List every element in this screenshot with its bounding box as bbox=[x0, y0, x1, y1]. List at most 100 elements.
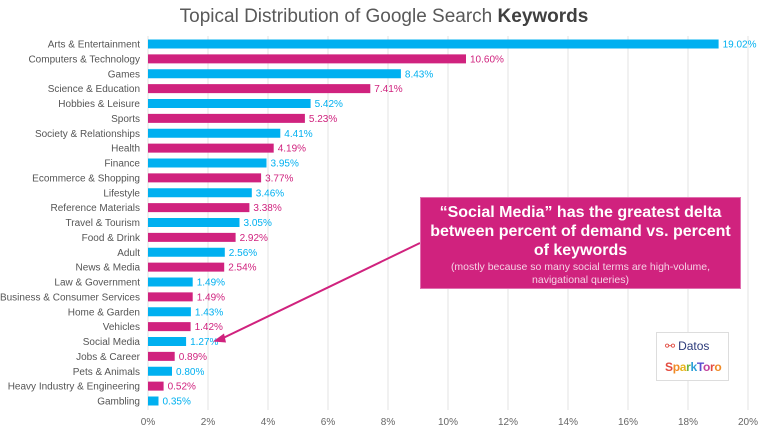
bar bbox=[148, 54, 466, 64]
sparktoro-letter: k bbox=[690, 360, 698, 374]
data-label: 3.95% bbox=[271, 159, 299, 170]
bar bbox=[148, 396, 159, 406]
sparktoro-logo: SparkToro bbox=[665, 360, 722, 374]
bar bbox=[148, 366, 172, 376]
annotation-callout: “Social Media” has the greatest delta be… bbox=[420, 197, 741, 289]
bar bbox=[148, 99, 311, 108]
datos-text: Datos bbox=[678, 339, 710, 353]
bar bbox=[148, 69, 401, 79]
bar bbox=[148, 307, 191, 317]
bar bbox=[148, 113, 305, 123]
category-label: Games bbox=[108, 69, 140, 80]
data-label: 8.43% bbox=[405, 69, 433, 80]
datos-icon: ⚯ bbox=[665, 339, 676, 353]
sparktoro-letter: T bbox=[696, 360, 704, 374]
data-label: 10.60% bbox=[470, 54, 504, 65]
category-label: Social Media bbox=[83, 337, 141, 348]
category-label: Heavy Industry & Engineering bbox=[8, 382, 140, 393]
x-tick-label: 10% bbox=[438, 417, 458, 428]
category-label: News & Media bbox=[76, 263, 141, 274]
bar bbox=[148, 351, 175, 361]
category-label: Reference Materials bbox=[51, 203, 140, 214]
x-tick-label: 2% bbox=[201, 417, 216, 428]
sparktoro-letter: r bbox=[710, 360, 715, 374]
bar bbox=[148, 84, 371, 94]
arrowhead-icon bbox=[213, 333, 226, 343]
bar bbox=[148, 322, 191, 332]
category-label: Computers & Technology bbox=[28, 54, 140, 65]
category-label: Lifestyle bbox=[103, 188, 140, 199]
data-label: 3.77% bbox=[265, 173, 293, 184]
data-label: 3.46% bbox=[256, 188, 284, 199]
data-label: 1.27% bbox=[190, 337, 218, 348]
category-label: Adult bbox=[117, 248, 140, 259]
bar bbox=[148, 292, 193, 302]
bar bbox=[148, 262, 225, 272]
data-label: 0.35% bbox=[163, 397, 191, 408]
sparktoro-letter: o bbox=[703, 360, 711, 374]
data-label: 0.89% bbox=[179, 352, 207, 363]
chart-title: Topical Distribution of Google Search Ke… bbox=[0, 6, 768, 28]
data-label: 1.49% bbox=[197, 292, 225, 303]
title-plain: Topical Distribution of Google Search bbox=[179, 6, 498, 27]
bar bbox=[148, 232, 236, 242]
annotation-sub: (mostly because so many social terms are… bbox=[450, 261, 711, 286]
data-label: 0.80% bbox=[176, 367, 204, 378]
annotation-main: “Social Media” has the greatest delta be… bbox=[430, 204, 731, 259]
category-label: Science & Education bbox=[48, 84, 140, 95]
sparktoro-letter: r bbox=[686, 360, 691, 374]
bar bbox=[148, 158, 267, 168]
data-label: 4.41% bbox=[284, 129, 312, 140]
sparktoro-letter: a bbox=[679, 360, 687, 374]
sparktoro-letter: o bbox=[714, 360, 722, 374]
category-label: Home & Garden bbox=[68, 307, 140, 318]
category-label: Food & Drink bbox=[82, 233, 141, 244]
category-label: Arts & Entertainment bbox=[48, 40, 140, 51]
bar bbox=[148, 143, 274, 153]
x-tick-label: 4% bbox=[261, 417, 276, 428]
category-label: Gambling bbox=[97, 397, 140, 408]
data-label: 5.23% bbox=[309, 114, 337, 125]
x-tick-label: 6% bbox=[321, 417, 336, 428]
title-bold: Keywords bbox=[497, 6, 589, 27]
category-label: Pets & Animals bbox=[73, 367, 140, 378]
data-label: 19.02% bbox=[723, 40, 757, 51]
bar bbox=[148, 128, 281, 138]
bar bbox=[148, 247, 225, 257]
x-tick-label: 14% bbox=[558, 417, 578, 428]
x-tick-label: 16% bbox=[618, 417, 638, 428]
x-tick-label: 20% bbox=[738, 417, 758, 428]
bar bbox=[148, 188, 252, 198]
bar bbox=[148, 173, 262, 183]
bar bbox=[148, 277, 193, 287]
x-tick-label: 8% bbox=[381, 417, 396, 428]
category-label: Jobs & Career bbox=[76, 352, 141, 363]
data-label: 2.92% bbox=[240, 233, 268, 244]
bar bbox=[148, 203, 250, 213]
data-label: 0.52% bbox=[168, 382, 196, 393]
bar bbox=[148, 337, 187, 346]
sparktoro-letter: p bbox=[672, 360, 680, 374]
data-label: 2.56% bbox=[229, 248, 257, 259]
category-label: Hobbies & Leisure bbox=[58, 99, 140, 110]
data-label: 1.49% bbox=[197, 278, 225, 289]
bar bbox=[148, 39, 719, 49]
category-label: Health bbox=[111, 144, 140, 155]
bar bbox=[148, 218, 240, 227]
category-label: Travel & Tourism bbox=[66, 218, 140, 229]
category-label: Law & Government bbox=[54, 278, 140, 289]
x-tick-label: 12% bbox=[498, 417, 518, 428]
datos-logo: ⚯ Datos bbox=[665, 339, 709, 353]
x-tick-label: 0% bbox=[141, 417, 156, 428]
category-label: Ecommerce & Shopping bbox=[32, 173, 140, 184]
data-label: 3.38% bbox=[253, 203, 281, 214]
data-label: 1.43% bbox=[195, 307, 223, 318]
category-label: Vehicles bbox=[103, 322, 140, 333]
sparktoro-letter: S bbox=[665, 360, 673, 374]
category-label: Society & Relationships bbox=[35, 129, 140, 140]
data-label: 4.19% bbox=[278, 144, 306, 155]
category-label: Finance bbox=[104, 159, 140, 170]
data-label: 2.54% bbox=[228, 263, 256, 274]
category-label: Sports bbox=[111, 114, 140, 125]
